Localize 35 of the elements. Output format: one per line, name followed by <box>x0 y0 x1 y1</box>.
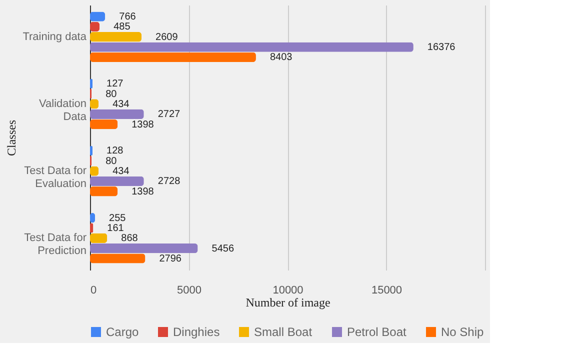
y-tick-label: Training data <box>22 30 88 43</box>
data-label: 16376 <box>427 42 456 54</box>
data-label: 8403 <box>270 52 293 64</box>
legend-label: Cargo <box>106 325 140 339</box>
legend-label: Dinghies <box>173 325 220 339</box>
y-tick-label: Test Data for Prediction <box>24 232 87 258</box>
legend-label: Small Boat <box>254 325 313 339</box>
data-label: 1398 <box>132 186 154 198</box>
x-tick-label: 0 <box>90 284 97 296</box>
data-label: 128 <box>106 146 124 157</box>
legend-label: No Ship <box>441 325 484 339</box>
data-label: 1398 <box>132 119 154 130</box>
legend-label: Petrol Boat <box>347 325 408 339</box>
data-label: 2728 <box>158 176 181 188</box>
data-label: 5456 <box>212 243 234 254</box>
data-label: 2609 <box>156 32 178 43</box>
x-tick-label: 15000 <box>371 284 402 296</box>
data-label: 255 <box>109 212 126 224</box>
x-tick-label: 10000 <box>272 284 304 296</box>
y-tick-label: Validation Data <box>39 98 88 123</box>
data-label: 766 <box>119 12 136 23</box>
data-label: 434 <box>112 166 130 178</box>
x-axis-title: Number of image <box>246 296 330 310</box>
data-label: 434 <box>112 98 130 110</box>
data-label: 80 <box>106 156 118 167</box>
data-label: 2796 <box>159 253 182 264</box>
data-label: 127 <box>106 78 124 90</box>
data-label: 868 <box>121 233 138 244</box>
y-tick-label: Test Data for Evaluation <box>24 165 87 190</box>
y-axis-title: Classes <box>4 120 19 156</box>
x-tick-label: 5000 <box>177 284 202 296</box>
data-label: 161 <box>107 222 124 234</box>
data-label: 80 <box>106 88 118 100</box>
data-label: 485 <box>114 22 131 33</box>
data-label: 2727 <box>158 109 181 120</box>
